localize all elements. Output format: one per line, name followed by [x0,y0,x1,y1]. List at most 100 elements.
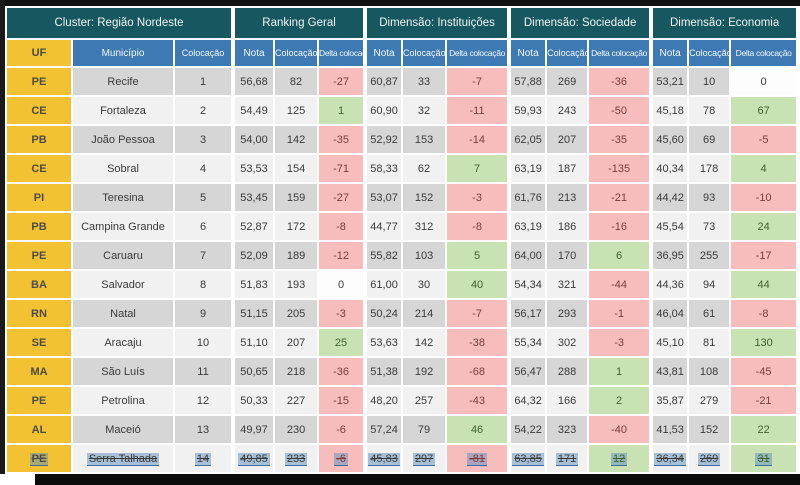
economia-colocacao-cell[interactable]: 10 [689,68,730,95]
uf-cell[interactable]: CE [7,97,71,124]
sociedade-nota-cell[interactable]: 64,32 [509,387,546,414]
municipio-cell[interactable]: Serra Talhada [73,445,173,472]
colocacao-cell[interactable]: 6 [175,213,232,240]
ranking_geral-colocacao-cell[interactable]: 125 [275,97,318,124]
instituicoes-nota-cell[interactable]: 52,92 [365,126,402,153]
economia-delta-cell[interactable]: -17 [731,242,797,269]
ranking_geral-nota-cell[interactable]: 50,33 [233,387,274,414]
uf-cell[interactable]: RN [7,300,71,327]
uf-cell[interactable]: PB [7,126,71,153]
economia-nota-cell[interactable]: 45,54 [651,213,688,240]
ranking_geral-colocacao-cell[interactable]: 205 [275,300,318,327]
sociedade-delta-cell[interactable]: -3 [589,329,650,356]
economia-nota-cell[interactable]: 45,18 [651,97,688,124]
instituicoes-nota-cell[interactable]: 58,33 [365,155,402,182]
colocacao-cell[interactable]: 7 [175,242,232,269]
economia-nota-cell[interactable]: 46,04 [651,300,688,327]
sociedade-nota-cell[interactable]: 64,00 [509,242,546,269]
instituicoes-colocacao-cell[interactable]: 257 [403,387,446,414]
ranking_geral-colocacao-cell[interactable]: 207 [275,329,318,356]
uf-cell[interactable]: MA [7,358,71,385]
sociedade-colocacao-cell[interactable]: 207 [547,126,588,153]
sociedade-delta-cell[interactable]: -36 [589,68,650,95]
economia-delta-cell[interactable]: -10 [731,184,797,211]
instituicoes-nota-cell[interactable]: 60,87 [365,68,402,95]
instituicoes-colocacao-cell[interactable]: 297 [403,445,446,472]
ranking_geral-nota-cell[interactable]: 53,45 [233,184,274,211]
economia-colocacao-cell[interactable]: 152 [689,416,730,443]
economia-nota-cell[interactable]: 43,81 [651,358,688,385]
ranking_geral-colocacao-cell[interactable]: 159 [275,184,318,211]
municipio-cell[interactable]: Sobral [73,155,173,182]
instituicoes-colocacao-cell[interactable]: 32 [403,97,446,124]
instituicoes-nota-cell[interactable]: 53,07 [365,184,402,211]
municipio-cell[interactable]: Natal [73,300,173,327]
economia-colocacao-cell[interactable]: 255 [689,242,730,269]
sociedade-colocacao-cell[interactable]: 166 [547,387,588,414]
sociedade-delta-cell[interactable]: -21 [589,184,650,211]
sociedade-delta-cell[interactable]: -35 [589,126,650,153]
ranking_geral-nota-cell[interactable]: 50,65 [233,358,274,385]
ranking_geral-delta-cell[interactable]: -6 [319,416,364,443]
sociedade-nota-cell[interactable]: 62,05 [509,126,546,153]
ranking_geral-delta-cell[interactable]: 0 [319,271,364,298]
municipio-cell[interactable]: Salvador [73,271,173,298]
instituicoes-colocacao-cell[interactable]: 103 [403,242,446,269]
uf-cell[interactable]: PE [7,242,71,269]
instituicoes-delta-cell[interactable]: 5 [447,242,508,269]
colocacao-cell[interactable]: 5 [175,184,232,211]
ranking_geral-nota-cell[interactable]: 54,49 [233,97,274,124]
sociedade-colocacao-cell[interactable]: 288 [547,358,588,385]
ranking_geral-delta-cell[interactable]: -6 [319,445,364,472]
municipio-cell[interactable]: Aracaju [73,329,173,356]
sociedade-delta-cell[interactable]: -16 [589,213,650,240]
ranking_geral-delta-cell[interactable]: 25 [319,329,364,356]
economia-colocacao-cell[interactable]: 178 [689,155,730,182]
uf-cell[interactable]: PE [7,445,71,472]
economia-nota-cell[interactable]: 41,53 [651,416,688,443]
ranking_geral-colocacao-cell[interactable]: 142 [275,126,318,153]
municipio-cell[interactable]: Fortaleza [73,97,173,124]
ranking_geral-delta-cell[interactable]: -12 [319,242,364,269]
instituicoes-delta-cell[interactable]: -7 [447,68,508,95]
sociedade-colocacao-cell[interactable]: 323 [547,416,588,443]
instituicoes-nota-cell[interactable]: 61,00 [365,271,402,298]
uf-cell[interactable]: PE [7,68,71,95]
municipio-cell[interactable]: Caruaru [73,242,173,269]
instituicoes-delta-cell[interactable]: -81 [447,445,508,472]
instituicoes-colocacao-cell[interactable]: 214 [403,300,446,327]
economia-delta-cell[interactable]: 24 [731,213,797,240]
sociedade-colocacao-cell[interactable]: 269 [547,68,588,95]
sociedade-nota-cell[interactable]: 54,22 [509,416,546,443]
sociedade-nota-cell[interactable]: 61,76 [509,184,546,211]
colocacao-cell[interactable]: 10 [175,329,232,356]
economia-colocacao-cell[interactable]: 78 [689,97,730,124]
economia-colocacao-cell[interactable]: 81 [689,329,730,356]
economia-delta-cell[interactable]: -45 [731,358,797,385]
economia-delta-cell[interactable]: 31 [731,445,797,472]
municipio-cell[interactable]: Campina Grande [73,213,173,240]
economia-delta-cell[interactable]: 44 [731,271,797,298]
sociedade-colocacao-cell[interactable]: 186 [547,213,588,240]
instituicoes-delta-cell[interactable]: 7 [447,155,508,182]
sociedade-delta-cell[interactable]: -40 [589,416,650,443]
sociedade-delta-cell[interactable]: -44 [589,271,650,298]
economia-colocacao-cell[interactable]: 269 [689,445,730,472]
economia-delta-cell[interactable]: 22 [731,416,797,443]
sociedade-delta-cell[interactable]: -135 [589,155,650,182]
sociedade-nota-cell[interactable]: 63,85 [509,445,546,472]
sociedade-colocacao-cell[interactable]: 187 [547,155,588,182]
ranking_geral-nota-cell[interactable]: 54,00 [233,126,274,153]
instituicoes-nota-cell[interactable]: 53,63 [365,329,402,356]
ranking_geral-delta-cell[interactable]: -15 [319,387,364,414]
instituicoes-nota-cell[interactable]: 57,24 [365,416,402,443]
sociedade-nota-cell[interactable]: 56,17 [509,300,546,327]
colocacao-cell[interactable]: 11 [175,358,232,385]
economia-delta-cell[interactable]: 4 [731,155,797,182]
sociedade-delta-cell[interactable]: 2 [589,387,650,414]
ranking_geral-delta-cell[interactable]: -3 [319,300,364,327]
instituicoes-colocacao-cell[interactable]: 79 [403,416,446,443]
instituicoes-delta-cell[interactable]: -38 [447,329,508,356]
economia-nota-cell[interactable]: 36,34 [651,445,688,472]
ranking_geral-colocacao-cell[interactable]: 227 [275,387,318,414]
